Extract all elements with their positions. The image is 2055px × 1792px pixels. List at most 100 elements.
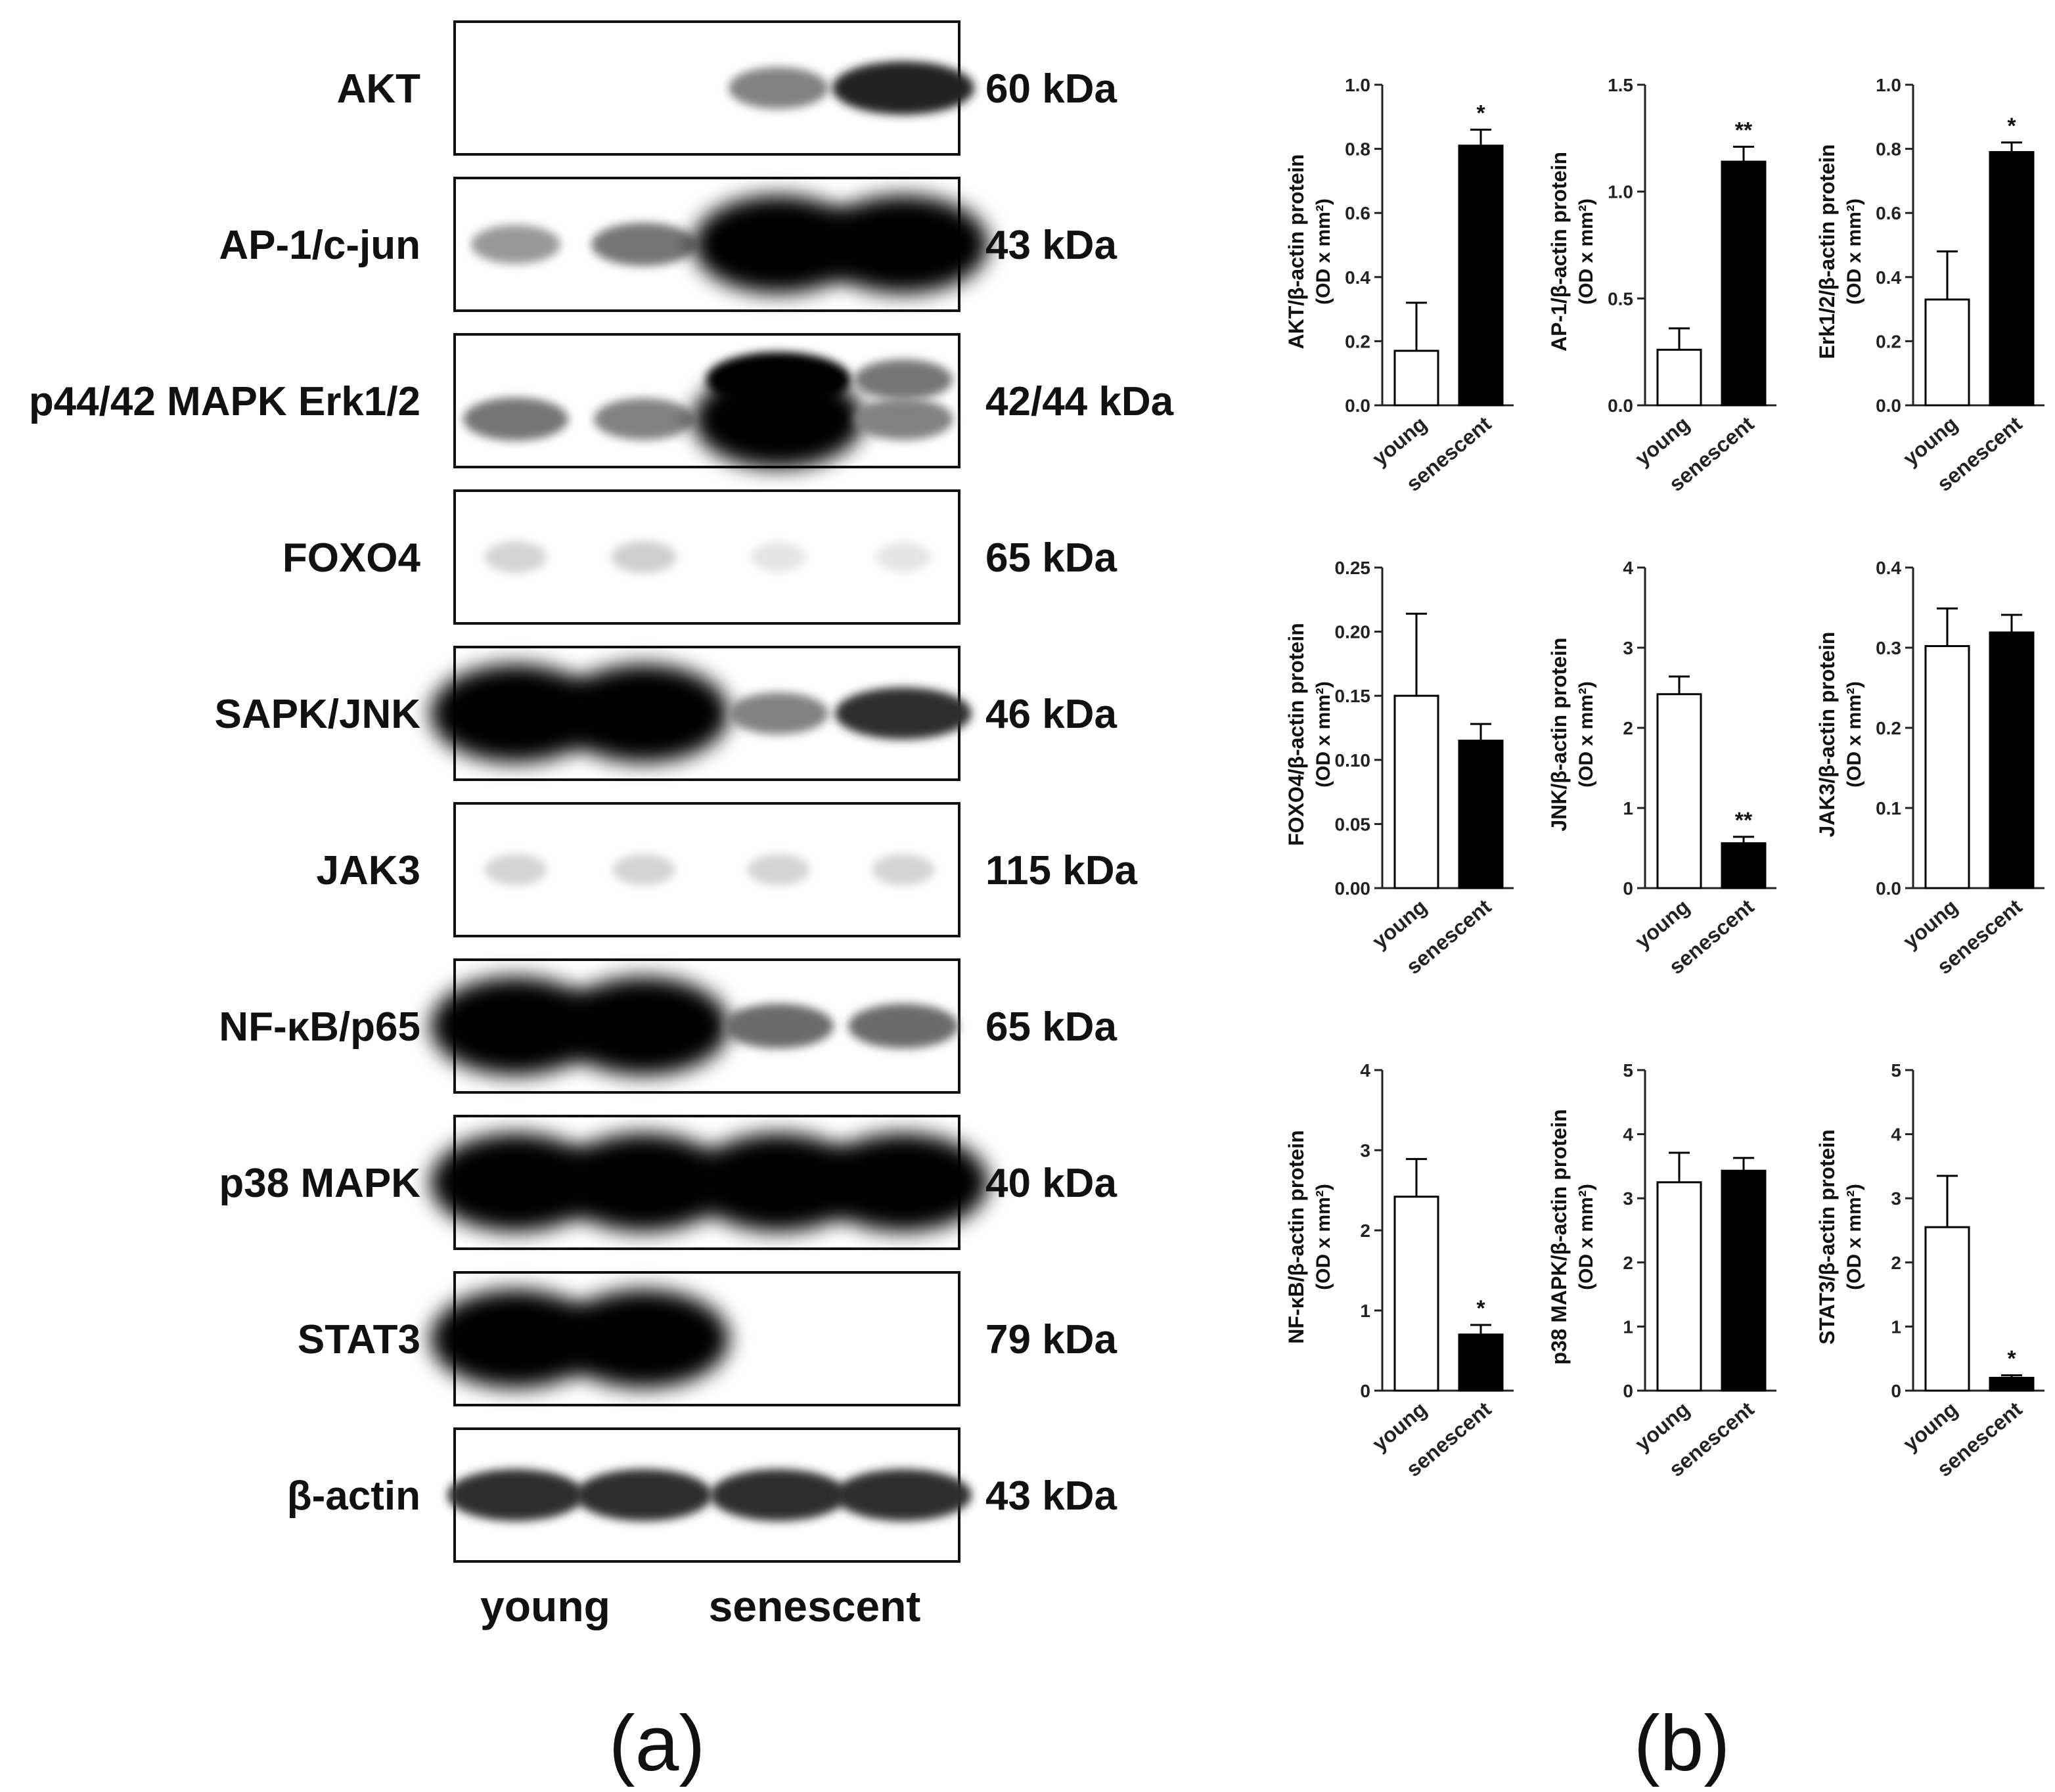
protein-band [747,853,810,886]
y-axis-unit: (OD x mm²) [1843,1184,1865,1290]
blot-row: SAPK/JNK 46 kDa [214,646,1117,781]
y-tick-label: 0.1 [1876,798,1901,818]
blot-row: FOXO4 65 kDa [282,489,1117,625]
protein-band [854,359,953,400]
bar [1393,694,1439,889]
y-tick-label: 0.3 [1876,638,1901,658]
protein-band [848,1003,959,1049]
y-tick-label: 0 [1623,878,1633,899]
y-tick-label: 3 [1360,1140,1370,1161]
y-tick-label: 1 [1623,798,1633,818]
blot-size-label: 46 kDa [985,692,1117,737]
y-axis-label: AP-1/β-actin protein [1547,152,1571,351]
y-tick-label: 0 [1623,1381,1633,1401]
y-tick-label: 0.0 [1608,395,1633,416]
bar-chart: 0.00.20.40.60.81.0young*senescentAKT/β-a… [1284,75,1514,496]
y-tick-label: 0.4 [1345,267,1370,288]
y-tick-label: 0.00 [1335,878,1371,899]
y-axis-unit: (OD x mm²) [1575,198,1597,305]
y-tick-label: 0.05 [1335,814,1371,834]
blot-size-label: 40 kDa [985,1161,1117,1206]
blot-bands [447,1469,972,1521]
panel-a-letter: (a) [609,1699,706,1787]
blot-size-label: 43 kDa [985,223,1117,268]
blot-protein-label: JAK3 [316,848,420,893]
protein-band [484,853,547,886]
y-tick-label: 0.2 [1876,718,1901,738]
bar [1393,1196,1439,1392]
blot-protein-label: SAPK/JNK [214,692,420,737]
protein-band [750,542,807,572]
blot-size-label: 79 kDa [985,1317,1117,1362]
y-axis-unit: (OD x mm²) [1313,1184,1334,1290]
y-axis-unit: (OD x mm²) [1575,681,1597,788]
blot-size-label: 60 kDa [985,66,1117,112]
blot-bands [729,61,974,115]
y-axis-label: JAK3/β-actin protein [1815,632,1839,838]
y-tick-label: 1.0 [1608,182,1633,202]
bar [1656,1181,1702,1392]
bar-chart: 0.000.050.100.150.200.25youngsenescentFO… [1284,558,1514,979]
y-tick-label: 0.8 [1345,139,1370,160]
bar [1924,1226,1970,1392]
blot-size-label: 42/44 kDa [985,379,1174,424]
y-tick-label: 0.10 [1335,750,1371,771]
blot-row: JAK3 115 kDa [316,802,1138,937]
blot-protein-label: NF-κB/p65 [219,1004,420,1050]
y-tick-label: 2 [1891,1253,1901,1273]
protein-band [612,853,675,886]
y-axis-label: JNK/β-actin protein [1547,637,1571,831]
blot-bands [430,1289,729,1388]
y-axis-label: p38 MAPK/β-actin protein [1547,1109,1571,1364]
y-tick-label: 3 [1891,1188,1901,1209]
protein-band [818,195,989,294]
y-tick-label: 0.0 [1876,878,1901,899]
protein-band [558,1133,729,1232]
y-tick-label: 3 [1623,638,1633,658]
y-tick-label: 0.6 [1876,203,1901,223]
blot-bands [484,541,932,573]
y-tick-label: 4 [1891,1125,1901,1145]
significance-marker: * [1476,1296,1485,1321]
panel-b-letter: (b) [1634,1699,1730,1787]
y-tick-label: 0 [1360,1381,1370,1401]
protein-band [558,1289,729,1388]
protein-band [447,1469,584,1521]
y-tick-label: 0.8 [1876,139,1901,160]
protein-band [430,977,601,1075]
protein-band [729,67,828,109]
western-blot-panel: AKT 60 kDa AP-1/c-jun 43 kDa p44/42 MAPK Erk… [29,20,1174,1630]
bar [1721,842,1767,889]
protein-band [706,352,851,407]
blot-row: p38 MAPK 40 kDa [219,1115,1117,1250]
protein-band [693,195,864,294]
y-tick-label: 0.4 [1876,558,1901,578]
y-axis-label: FOXO4/β-actin protein [1284,623,1308,846]
blot-row: STAT3 79 kDa [298,1271,1117,1406]
protein-band [835,687,972,740]
protein-band [611,541,677,573]
blot-bands [430,1133,989,1232]
bar [1989,631,2035,889]
significance-marker: ** [1735,118,1753,143]
blot-protein-label: STAT3 [298,1317,420,1362]
significance-marker: * [2007,114,2016,139]
bar [1989,150,2035,407]
y-axis-unit: (OD x mm²) [1843,198,1865,305]
lane-label: young [480,1582,610,1630]
y-tick-label: 0.25 [1335,558,1371,578]
bar [1656,693,1702,889]
y-tick-label: 0.0 [1345,395,1370,416]
y-tick-label: 4 [1623,1125,1633,1145]
y-axis-unit: (OD x mm²) [1313,681,1334,788]
blot-row: AP-1/c-jun 43 kDa [219,177,1117,312]
bar [1721,160,1767,407]
protein-band [558,977,729,1075]
blot-row: β-actin 43 kDa [287,1427,1117,1563]
protein-band [463,397,568,441]
